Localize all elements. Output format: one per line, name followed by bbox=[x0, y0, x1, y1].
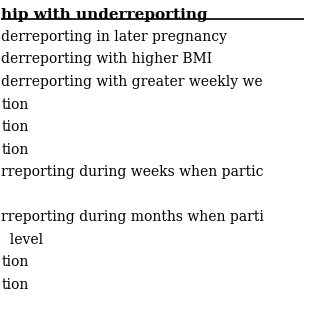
Text: tion: tion bbox=[1, 98, 29, 111]
Text: rreporting during months when parti: rreporting during months when parti bbox=[1, 210, 264, 224]
Text: tion: tion bbox=[1, 255, 29, 269]
Text: level: level bbox=[1, 233, 44, 247]
Text: tion: tion bbox=[1, 142, 29, 156]
Text: rreporting during weeks when partic: rreporting during weeks when partic bbox=[1, 165, 264, 179]
Text: tion: tion bbox=[1, 120, 29, 134]
Text: derreporting with higher BMI: derreporting with higher BMI bbox=[1, 52, 212, 67]
Text: hip with underreporting: hip with underreporting bbox=[1, 8, 208, 22]
Text: derreporting with greater weekly we: derreporting with greater weekly we bbox=[1, 75, 263, 89]
Text: derreporting in later pregnancy: derreporting in later pregnancy bbox=[1, 30, 228, 44]
Text: tion: tion bbox=[1, 278, 29, 292]
